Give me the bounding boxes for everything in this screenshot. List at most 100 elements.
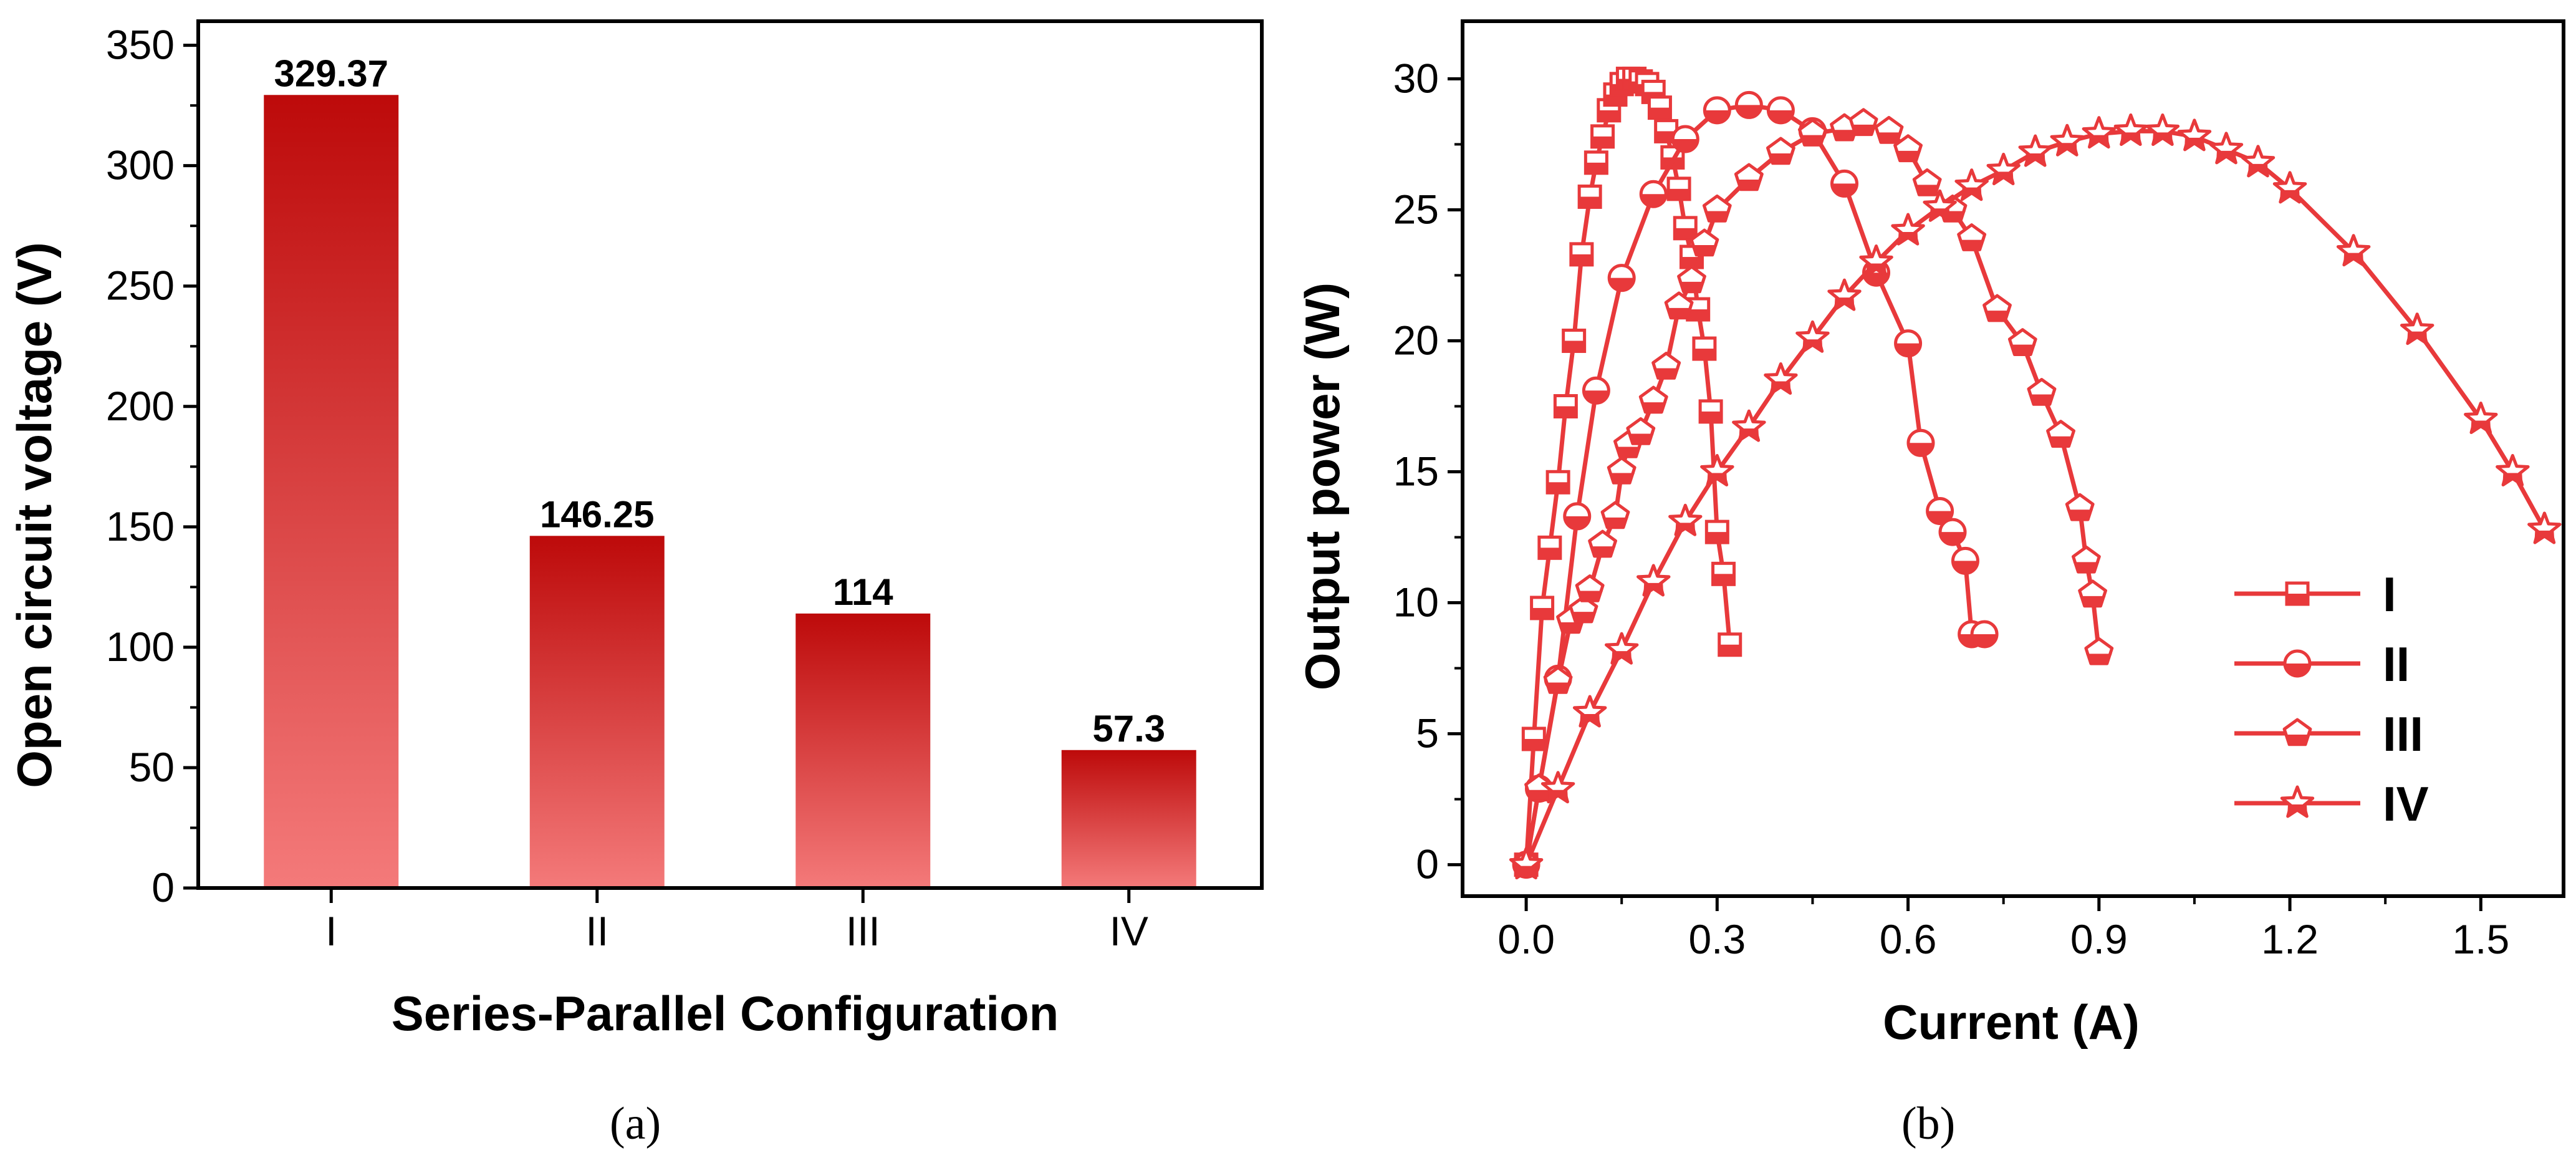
- point-marker-III: [1982, 294, 2012, 322]
- point-marker-I: [1553, 393, 1578, 418]
- point-marker-III: [1575, 574, 1605, 602]
- point-marker-IV: [1700, 454, 1734, 486]
- point-marker-III: [1569, 595, 1598, 624]
- point-marker-III: [2078, 579, 2107, 608]
- legend-marker: [2285, 581, 2310, 606]
- series-line-II: [1524, 102, 1985, 866]
- point-marker-IV: [1732, 409, 1766, 442]
- bar-value-label: 329.37: [274, 52, 388, 94]
- point-marker-IV: [1509, 847, 1544, 880]
- point-marker-III: [1893, 134, 1923, 163]
- point-marker-IV: [2050, 123, 2084, 157]
- point-marker-I: [1647, 95, 1672, 120]
- legend-entry-IV: IV: [2234, 776, 2429, 831]
- point-marker-I: [1711, 561, 1736, 586]
- point-marker-IV: [1923, 189, 1957, 222]
- point-marker-III: [1626, 417, 1656, 445]
- point-marker-III: [1766, 137, 1795, 165]
- labels-group: 329.37 146.25 114 57.3: [274, 52, 1165, 749]
- caption-b: (b): [1901, 1098, 1956, 1149]
- point-marker-IV: [2209, 132, 2244, 165]
- point-marker-IV: [2113, 113, 2148, 146]
- y-tick-label: 150: [106, 503, 175, 549]
- point-marker-IV: [2177, 118, 2212, 152]
- y-tick-label: 100: [106, 624, 175, 670]
- x-tick-label: 0.6: [1880, 916, 1937, 962]
- plot-frame: [1461, 19, 2565, 898]
- point-marker-IV: [1891, 213, 1925, 246]
- point-marker-III: [2046, 420, 2075, 448]
- point-marker-IV: [2018, 134, 2052, 167]
- point-marker-I: [1692, 336, 1717, 361]
- y-tick-label: 0: [151, 864, 175, 910]
- point-marker-I: [1666, 176, 1691, 201]
- axes-group: 0 5 10 15 20 25 30 0.0 0.3 0.6 0.9 1.2 1.5: [1393, 19, 2565, 962]
- x-tick-label: 1.5: [2452, 916, 2509, 962]
- series-IV: [1509, 113, 2562, 880]
- bar-II: [529, 536, 665, 888]
- point-marker-IV: [1764, 362, 1798, 395]
- point-marker-IV: [1827, 278, 1862, 311]
- y-axis-title: Output power (W): [1295, 282, 1350, 690]
- x-axis-title: Current (A): [1883, 995, 2140, 1050]
- point-marker-IV: [1954, 168, 1989, 201]
- point-marker-II: [1766, 96, 1795, 125]
- point-marker-I: [1698, 399, 1723, 424]
- point-marker-I: [1537, 535, 1562, 560]
- y-tick-label: 50: [129, 744, 175, 790]
- point-marker-II: [1894, 329, 1923, 358]
- point-marker-III: [1638, 385, 1668, 414]
- point-marker-III: [1874, 115, 1904, 144]
- y-tick-label: 10: [1393, 579, 1439, 625]
- point-marker-IV: [1540, 771, 1575, 804]
- point-marker-IV: [2464, 402, 2498, 434]
- point-marker-III: [1664, 291, 1694, 320]
- point-marker-II: [1607, 264, 1636, 292]
- point-marker-I: [1545, 470, 1570, 495]
- x-tick-label: 0.0: [1497, 916, 1555, 962]
- y-tick-label: 250: [106, 263, 175, 309]
- x-axis-title: Series-Parallel Configuration: [392, 986, 1059, 1041]
- point-marker-IV: [1795, 320, 1830, 353]
- bar-IV: [1061, 750, 1196, 888]
- legend-marker: [2280, 785, 2315, 818]
- y-tick-label: 350: [106, 22, 175, 68]
- legend-entry-II: II: [2234, 637, 2410, 692]
- y-tick-label: 25: [1393, 186, 1439, 232]
- point-marker-IV: [2527, 511, 2562, 544]
- point-marker-II: [1639, 180, 1668, 208]
- bar-value-label: 146.25: [540, 493, 655, 535]
- point-marker-III: [1912, 168, 1942, 196]
- point-marker-II: [1703, 96, 1731, 125]
- legend-entry-III: III: [2234, 707, 2423, 761]
- legend-label: IV: [2383, 776, 2429, 831]
- point-marker-III: [1689, 228, 1719, 257]
- point-marker-III: [2084, 637, 2114, 665]
- point-marker-III: [1848, 108, 1878, 137]
- point-marker-II: [1970, 620, 1999, 649]
- point-marker-IV: [1668, 503, 1703, 536]
- point-marker-III: [1957, 223, 1987, 251]
- point-marker-II: [1734, 90, 1763, 119]
- bar-I: [264, 95, 399, 888]
- point-marker-III: [1543, 666, 1573, 694]
- point-marker-I: [1704, 519, 1729, 544]
- point-marker-I: [1562, 328, 1587, 353]
- point-marker-II: [1906, 428, 1935, 457]
- point-marker-I: [1590, 124, 1615, 149]
- point-marker-IV: [1572, 695, 1607, 728]
- point-marker-II: [1582, 376, 1610, 405]
- point-marker-III: [1651, 352, 1681, 380]
- point-marker-I: [1673, 216, 1698, 241]
- legend-marker: [2282, 718, 2312, 746]
- point-marker-IV: [2400, 312, 2434, 345]
- legend-label: I: [2383, 567, 2396, 622]
- point-marker-I: [1584, 150, 1608, 175]
- point-marker-III: [1524, 773, 1554, 802]
- bar-value-label: 114: [833, 571, 893, 613]
- point-marker-IV: [1986, 152, 2021, 185]
- point-marker-III: [1734, 163, 1764, 191]
